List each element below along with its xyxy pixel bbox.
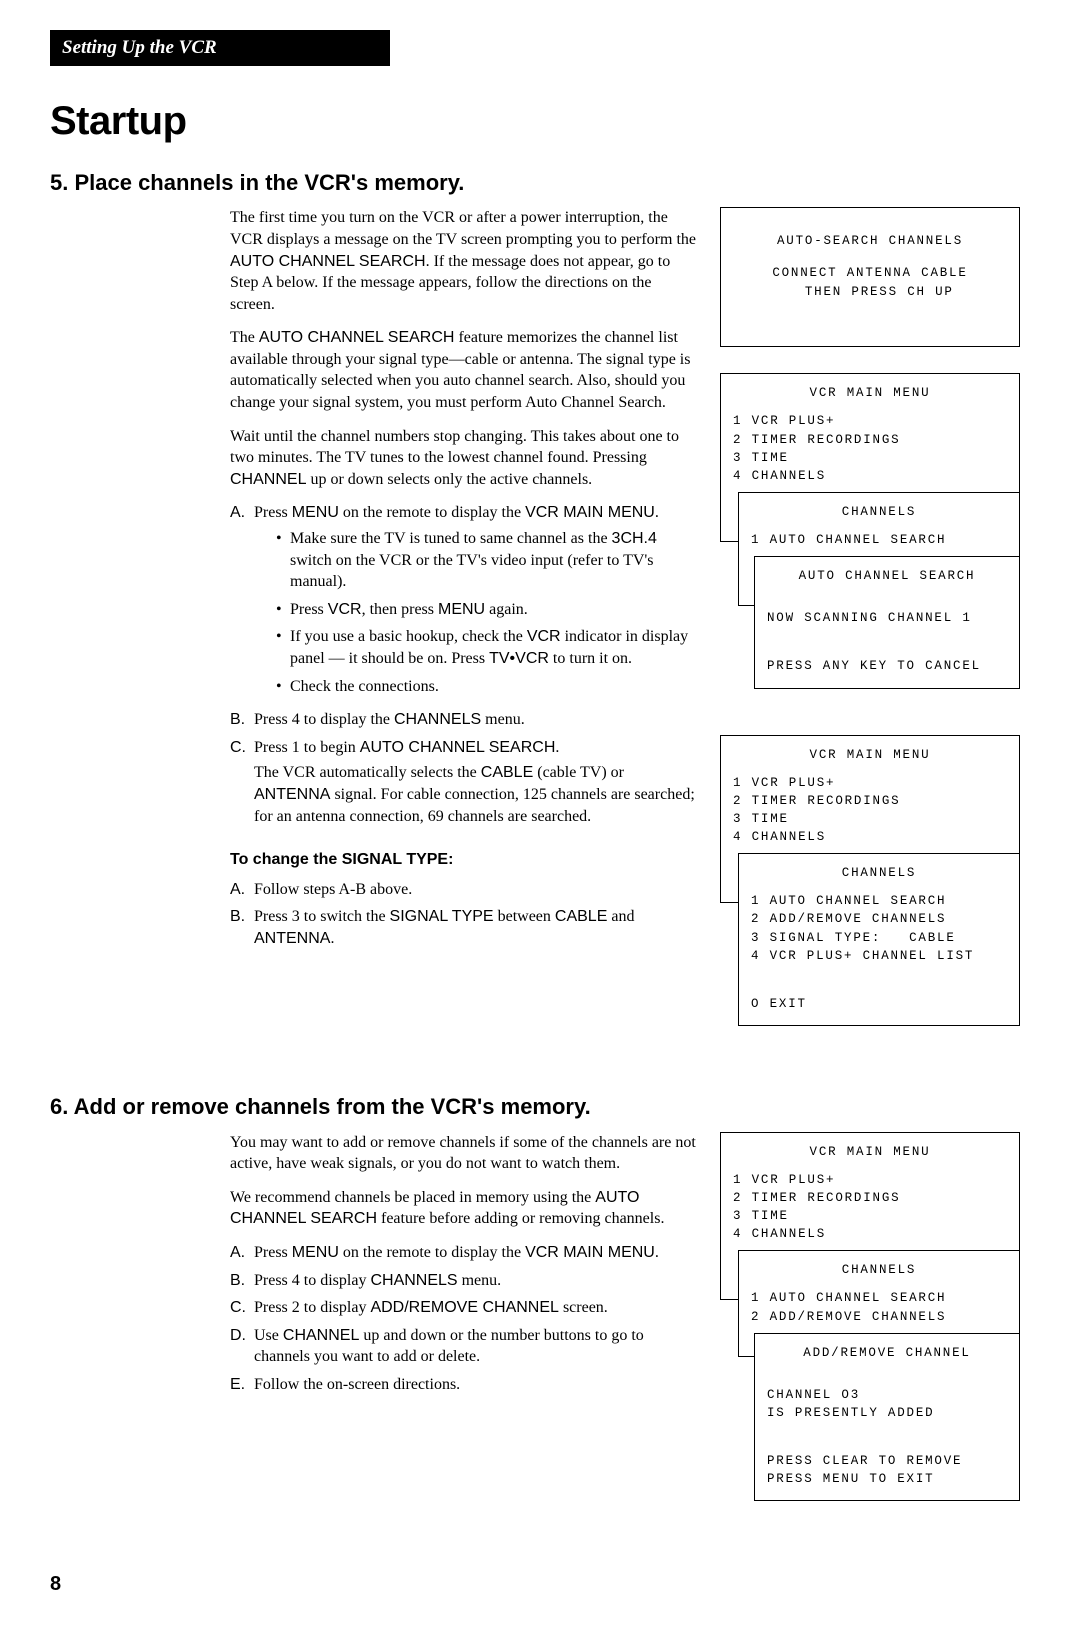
s6-p1: You may want to add or remove channels i…: [230, 1132, 698, 1175]
section6-columns: You may want to add or remove channels i…: [50, 1132, 1020, 1548]
menu-scan: AUTO CHANNEL SEARCH NOW SCANNING CHANNEL…: [754, 556, 1020, 688]
menu-stack-scan: VCR MAIN MENU 1 VCR PLUS+ 2 TIMER RECORD…: [720, 373, 1020, 688]
s6-step-a: A. Press MENU on the remote to display t…: [230, 1242, 698, 1264]
s5-a-bullet1: Make sure the TV is tuned to same channe…: [276, 528, 698, 593]
s6-step-e: E. Follow the on-screen directions.: [230, 1374, 698, 1396]
section6-right: VCR MAIN MENU 1 VCR PLUS+ 2 TIMER RECORD…: [720, 1132, 1020, 1548]
s5-sub-a: A. Follow steps A-B above.: [230, 879, 698, 901]
s5-step-a: A. Press MENU on the remote to display t…: [230, 502, 698, 703]
s5-step-b: B. Press 4 to display the CHANNELS menu.: [230, 709, 698, 731]
s5-p2: The AUTO CHANNEL SEARCH feature memorize…: [230, 327, 698, 413]
menu-stack-addremove: VCR MAIN MENU 1 VCR PLUS+ 2 TIMER RECORD…: [720, 1132, 1020, 1502]
page-title: Startup: [50, 94, 1020, 148]
menu-stack-signal: VCR MAIN MENU 1 VCR PLUS+ 2 TIMER RECORD…: [720, 735, 1020, 1026]
s5-p1: The first time you turn on the VCR or af…: [230, 207, 698, 315]
s5-p3: Wait until the channel numbers stop chan…: [230, 426, 698, 491]
section5-heading: 5. Place channels in the VCR's memory.: [50, 168, 1020, 198]
menu-channels2: CHANNELS 1 AUTO CHANNEL SEARCH 2 ADD/REM…: [738, 853, 1020, 1026]
section-header-band: Setting Up the VCR: [50, 30, 390, 66]
section6-heading: 6. Add or remove channels from the VCR's…: [50, 1092, 1020, 1122]
s5-a-bullet4: Check the connections.: [276, 676, 698, 698]
section5-left: The first time you turn on the VCR or af…: [50, 207, 698, 955]
s5-subheading: To change the SIGNAL TYPE:: [230, 849, 698, 871]
section6-left: You may want to add or remove channels i…: [50, 1132, 698, 1402]
menu-addremove: ADD/REMOVE CHANNEL CHANNEL O3 IS PRESENT…: [754, 1333, 1020, 1502]
s5-a-bullet3: If you use a basic hookup, check the VCR…: [276, 626, 698, 669]
s5-sub-b: B. Press 3 to switch the SIGNAL TYPE bet…: [230, 906, 698, 949]
s6-p2: We recommend channels be placed in memor…: [230, 1187, 698, 1230]
section5-right: AUTO-SEARCH CHANNELS CONNECT ANTENNA CAB…: [720, 207, 1020, 1072]
s5-step-c: C. Press 1 to begin AUTO CHANNEL SEARCH.…: [230, 737, 698, 831]
s6-step-d: D. Use CHANNEL up and down or the number…: [230, 1325, 698, 1368]
menu-autosearch: AUTO-SEARCH CHANNELS CONNECT ANTENNA CAB…: [720, 207, 1020, 347]
s5-a-bullet2: Press VCR, then press MENU again.: [276, 599, 698, 621]
page-number: 8: [50, 1571, 1020, 1598]
s6-step-c: C. Press 2 to display ADD/REMOVE CHANNEL…: [230, 1297, 698, 1319]
s6-step-b: B. Press 4 to display CHANNELS menu.: [230, 1270, 698, 1292]
section5-columns: The first time you turn on the VCR or af…: [50, 207, 1020, 1072]
